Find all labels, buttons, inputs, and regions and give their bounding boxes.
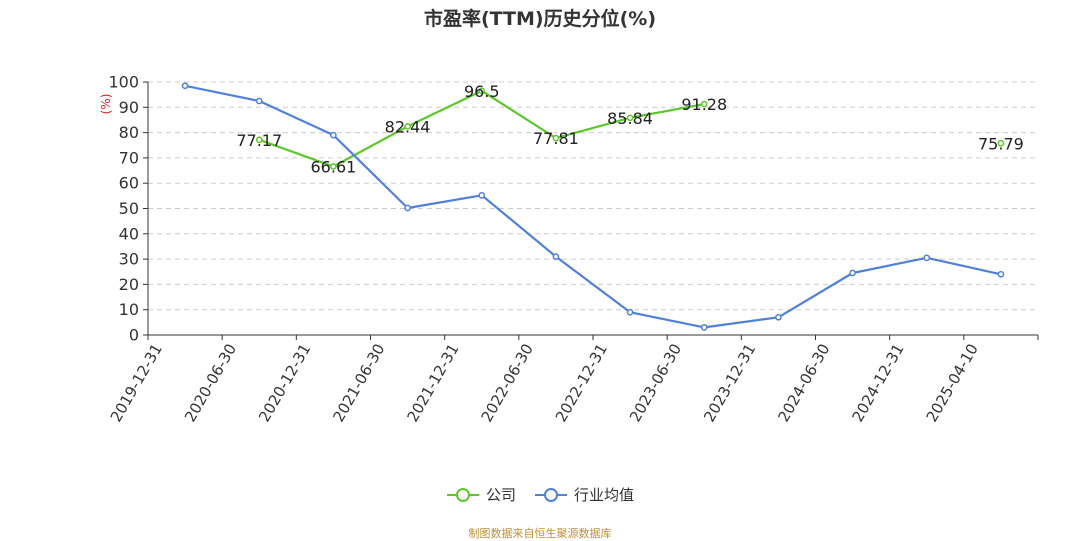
data-label: 85.84 — [607, 109, 653, 128]
data-point — [923, 254, 931, 262]
data-label: 77.81 — [533, 129, 579, 148]
legend-line-circle-icon — [446, 487, 479, 502]
data-point — [626, 114, 634, 122]
y-tick-label: 10 — [119, 300, 139, 319]
data-point — [552, 253, 560, 260]
data-label: 91.28 — [681, 95, 727, 114]
data-point — [255, 97, 263, 105]
y-tick-label: 100 — [108, 73, 139, 92]
data-point — [330, 131, 337, 139]
data-point — [330, 163, 337, 170]
x-tick-label: 2021-12-31 — [403, 341, 462, 426]
legend-item-company[interactable]: 公司 — [446, 484, 516, 505]
x-tick-label: 2019-12-31 — [107, 341, 166, 426]
y-tick-label: 40 — [119, 224, 139, 243]
data-label: 82.44 — [385, 117, 431, 136]
y-tick-label: 90 — [119, 98, 139, 117]
data-point — [478, 87, 486, 95]
data-point — [997, 270, 1005, 278]
y-axis-label: (%) — [99, 94, 113, 115]
data-point — [552, 134, 560, 142]
legend: 公司 行业均值 — [0, 484, 1080, 505]
x-tick-label: 2023-06-30 — [626, 341, 685, 426]
data-label: 75.79 — [978, 134, 1024, 153]
grid-lines — [148, 81, 1038, 311]
x-tick-label: 2022-12-31 — [552, 341, 611, 426]
data-label: 77.17 — [236, 131, 282, 150]
data-label: 66.61 — [311, 157, 357, 176]
x-tick-label: 2021-06-30 — [329, 341, 388, 426]
legend-item-industry[interactable]: 行业均值 — [534, 484, 634, 505]
chart-title: 市盈率(TTM)历史分位(%) — [423, 8, 657, 30]
x-tick-label: 2022-06-30 — [478, 341, 537, 426]
legend-label-industry: 行业均值 — [574, 486, 635, 504]
y-tick-label: 30 — [119, 250, 139, 269]
data-point — [849, 269, 856, 277]
data-point — [478, 191, 486, 199]
data-point — [181, 82, 189, 90]
series-line-1 — [184, 84, 1002, 329]
series-lines — [181, 82, 1005, 331]
x-tick-label: 2020-12-31 — [255, 341, 314, 426]
y-tick-label: 0 — [129, 326, 139, 345]
source-note: 制图数据来自恒生聚源数据库 — [468, 527, 612, 540]
data-point — [775, 313, 782, 321]
data-point — [700, 324, 708, 331]
legend-line-circle-icon — [535, 487, 567, 502]
data-point — [997, 139, 1005, 147]
data-point — [626, 308, 634, 316]
axes: 0 10 20 30 40 50 60 70 80 90 100 (%) 2019-12-31 2020-… — [99, 73, 1039, 426]
data-point — [404, 204, 411, 212]
y-tick-label: 80 — [119, 123, 139, 142]
x-tick-label: 2024-12-31 — [848, 341, 907, 426]
data-point — [404, 123, 411, 130]
y-tick-label: 70 — [119, 148, 139, 167]
series-line-0 — [259, 91, 1001, 167]
y-tick-label: 20 — [119, 275, 139, 294]
x-tick-label: 2024-06-30 — [774, 341, 833, 426]
data-point — [255, 136, 263, 144]
y-tick-label: 50 — [119, 199, 139, 218]
data-labels: 77.17 66.61 82.44 96.5 77.81 85.84 91.28 75.79 — [236, 82, 1023, 177]
x-tick-label: 2023-12-31 — [700, 341, 759, 426]
data-point — [700, 100, 708, 108]
legend-label-company: 公司 — [485, 486, 516, 504]
x-tick-label: 2025-04-10 — [923, 341, 982, 426]
data-label: 96.5 — [464, 82, 500, 101]
y-tick-label: 60 — [119, 174, 139, 193]
x-tick-label: 2020-06-30 — [181, 341, 240, 426]
